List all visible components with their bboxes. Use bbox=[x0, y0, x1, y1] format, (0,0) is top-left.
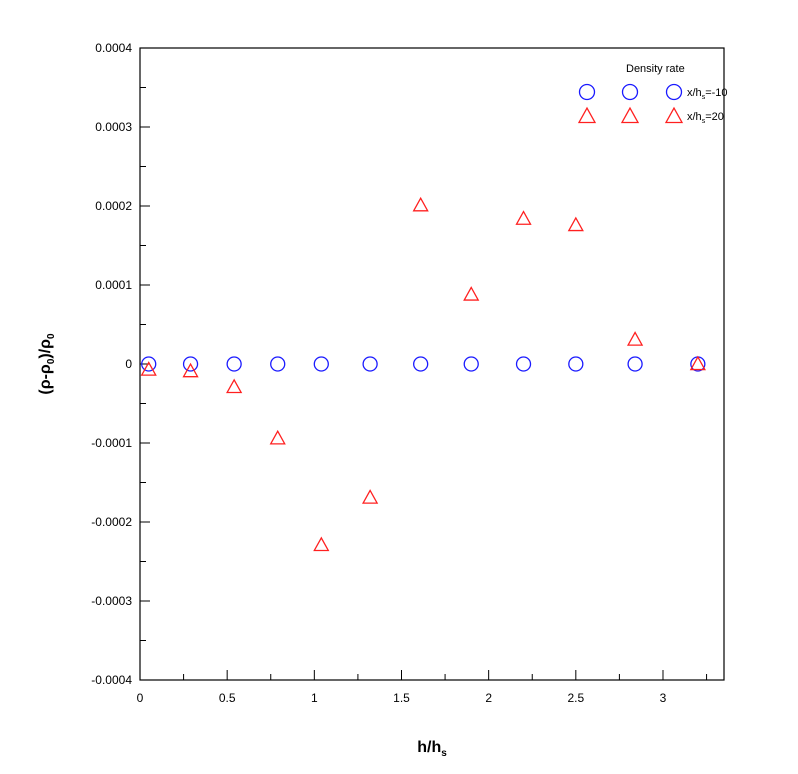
data-point-triangle bbox=[182, 362, 199, 378]
legend-label-triangle-series: x/hs=20 bbox=[687, 111, 724, 125]
y-tick-label: -0.0002 bbox=[91, 515, 132, 529]
legend-circle-marker bbox=[621, 83, 639, 101]
data-point-circle bbox=[313, 356, 329, 372]
x-tick-label: 0 bbox=[137, 691, 144, 705]
y-tick-label: 0.0004 bbox=[95, 41, 132, 55]
y-tick-label: 0.0003 bbox=[95, 120, 132, 134]
data-point-triangle bbox=[567, 216, 584, 232]
axis-ticks bbox=[139, 47, 708, 681]
data-point-triangle bbox=[689, 355, 706, 371]
data-point-circle bbox=[690, 356, 706, 372]
legend-markers bbox=[577, 83, 684, 124]
data-point-circle bbox=[515, 356, 532, 372]
data-point-circle bbox=[270, 356, 286, 372]
data-point-circle bbox=[568, 356, 584, 372]
data-markers bbox=[140, 196, 706, 552]
data-point-triangle bbox=[140, 361, 157, 376]
data-point-circle bbox=[463, 356, 479, 372]
y-tick-label: -0.0003 bbox=[91, 594, 132, 608]
x-tick-label: 2 bbox=[485, 691, 492, 705]
y-tick-label: 0.0002 bbox=[95, 199, 132, 213]
legend-circle-marker bbox=[665, 83, 683, 101]
x-tick-label: 3 bbox=[660, 691, 667, 705]
x-tick-label: 0.5 bbox=[219, 691, 236, 705]
x-tick-label: 1 bbox=[311, 691, 318, 705]
legend-title: Density rate bbox=[626, 63, 685, 75]
data-point-triangle bbox=[226, 378, 243, 394]
y-tick-label: -0.0001 bbox=[91, 436, 132, 450]
y-tick-label: -0.0004 bbox=[91, 673, 132, 687]
legend-triangle-marker bbox=[577, 106, 597, 124]
legend-circle-marker bbox=[578, 83, 596, 101]
data-point-triangle bbox=[463, 286, 480, 301]
legend-triangle-marker bbox=[664, 106, 684, 124]
data-point-triangle bbox=[515, 210, 532, 225]
data-point-triangle bbox=[313, 536, 330, 552]
data-point-circle bbox=[226, 356, 242, 372]
data-point-circle bbox=[413, 356, 429, 372]
data-point-circle bbox=[362, 356, 378, 372]
legend-triangle-marker bbox=[620, 106, 640, 124]
y-tick-label: 0.0001 bbox=[95, 278, 132, 292]
x-tick-label: 2.5 bbox=[567, 691, 584, 705]
data-point-circle bbox=[182, 356, 199, 372]
x-axis-label: h/hs bbox=[417, 739, 447, 759]
axis-tick-labels: 0 0.5 1 1.5 2 2.5 3 -0.0004 -0.0003 -0.0002 -0.000… bbox=[91, 41, 666, 705]
y-tick-label: 0 bbox=[125, 357, 132, 371]
data-point-triangle bbox=[269, 429, 286, 445]
data-point-triangle bbox=[412, 196, 429, 212]
data-point-circle bbox=[141, 356, 157, 372]
y-axis-label: (ρ-ρ0)/ρ0 bbox=[37, 333, 57, 395]
legend: Density rate x/hs=-10 x/hs=20 bbox=[577, 63, 728, 125]
data-point-circle bbox=[627, 356, 643, 372]
x-tick-label: 1.5 bbox=[393, 691, 410, 705]
legend-label-circle-series: x/hs=-10 bbox=[687, 87, 728, 101]
data-point-triangle bbox=[626, 331, 644, 346]
data-point-triangle bbox=[362, 489, 379, 504]
